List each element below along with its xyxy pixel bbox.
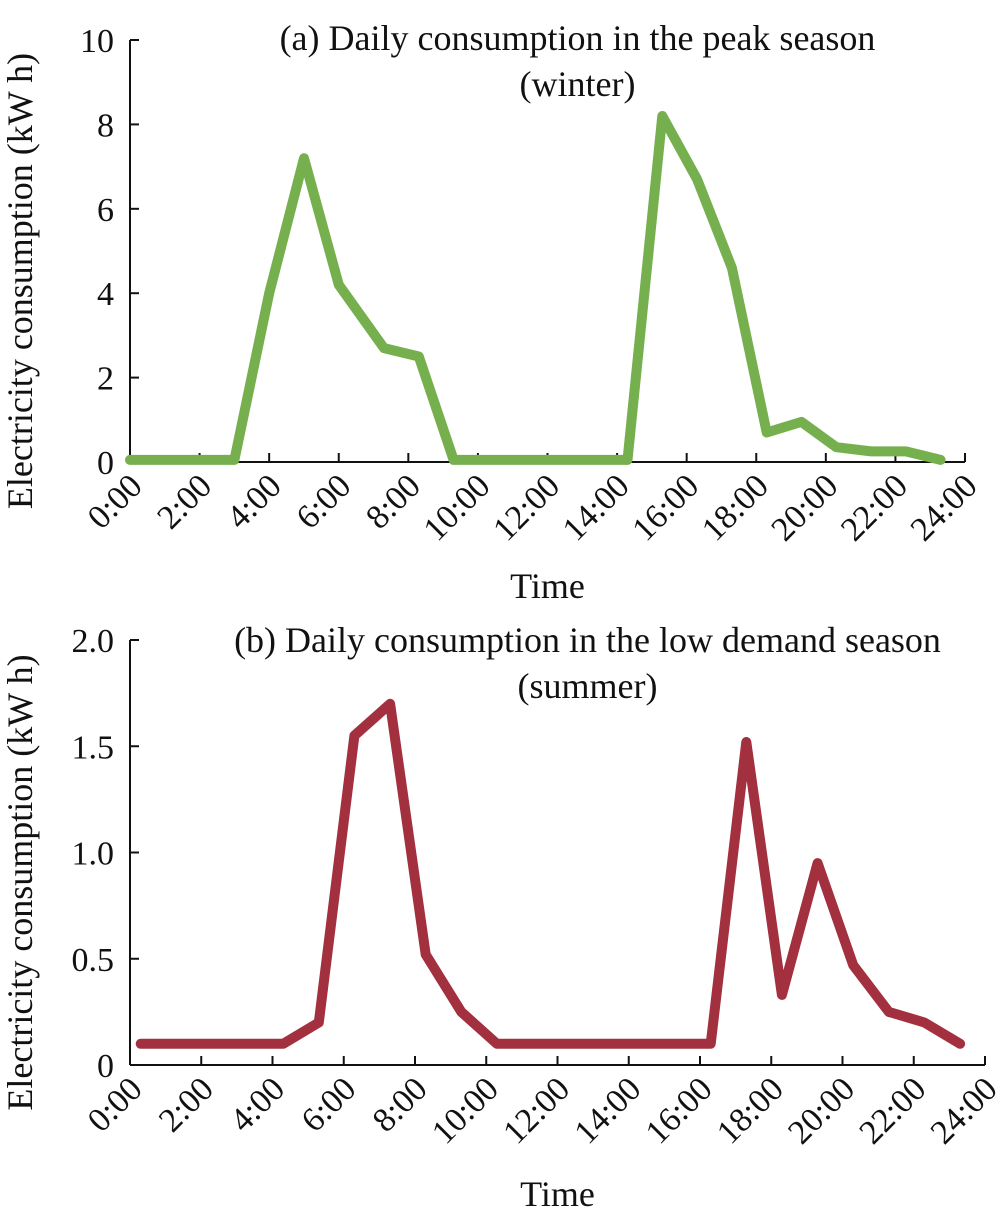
x-tick-label: 10:00 — [417, 467, 498, 548]
y-tick-label: 4 — [97, 276, 114, 313]
chart-title: (a) Daily consumption in the peak season — [280, 18, 876, 58]
x-tick-label: 14:00 — [556, 467, 637, 548]
y-tick-label: 2.0 — [72, 623, 115, 660]
y-axis-title: Electricity consumption (kW h) — [0, 53, 40, 509]
y-tick-label: 0 — [97, 445, 114, 482]
y-tick-label: 2 — [97, 361, 114, 398]
x-tick-label: 2:00 — [150, 467, 219, 536]
x-tick-label: 14:00 — [567, 1070, 648, 1151]
x-tick-label: 12:00 — [496, 1070, 577, 1151]
series-line — [135, 698, 966, 1049]
panel-b: 0 0.5 1.0 1.5 2.0 0:00 2:00 4:00 6:00 8:0010:0012… — [0, 620, 1000, 1208]
series-line — [125, 111, 946, 465]
x-tick-label: 4:00 — [223, 1070, 292, 1139]
y-axis-title: Electricity consumption (kW h) — [0, 654, 40, 1110]
y-tick-label: 6 — [97, 192, 114, 229]
x-tick-label: 0:00 — [81, 467, 150, 536]
x-tick-label: 8:00 — [359, 467, 428, 536]
x-tick-label: 18:00 — [710, 1070, 791, 1151]
x-tick-label: 10:00 — [425, 1070, 506, 1151]
x-tick-label: 16:00 — [639, 1070, 720, 1151]
y-tick-label: 0 — [97, 1048, 114, 1085]
chart-subtitle: (summer) — [518, 666, 658, 706]
y-tick-label: 1.5 — [72, 729, 115, 766]
x-axis-title: Time — [510, 566, 585, 606]
panel-a: 0 2 4 6 8 10 0:00 2:00 4:00 6:00 8:0010:0012:0014:… — [0, 18, 985, 606]
x-tick-label: 22:00 — [852, 1070, 933, 1151]
y-tick-label: 1.0 — [72, 836, 115, 873]
x-tick-label: 4:00 — [220, 467, 289, 536]
x-tick-label: 18:00 — [695, 467, 776, 548]
x-tick-label: 22:00 — [834, 467, 915, 548]
x-tick-label: 20:00 — [781, 1070, 862, 1151]
y-tick-label: 10 — [80, 23, 114, 60]
x-axis-title: Time — [520, 1174, 595, 1208]
x-tick-label: 24:00 — [904, 467, 985, 548]
x-tick-label: 12:00 — [486, 467, 567, 548]
x-tick-label: 8:00 — [366, 1070, 435, 1139]
x-tick-label: 16:00 — [625, 467, 706, 548]
x-tick-label: 2:00 — [152, 1070, 221, 1139]
x-tick-label: 0:00 — [81, 1070, 150, 1139]
chart-title: (b) Daily consumption in the low demand … — [234, 620, 941, 660]
x-tick-label: 24:00 — [924, 1070, 1000, 1151]
x-tick-label: 20:00 — [765, 467, 846, 548]
y-tick-label: 8 — [97, 107, 114, 144]
x-tick-label: 6:00 — [294, 1070, 363, 1139]
chart-subtitle: (winter) — [520, 64, 636, 104]
x-tick-label: 6:00 — [289, 467, 358, 536]
y-tick-label: 0.5 — [72, 942, 115, 979]
